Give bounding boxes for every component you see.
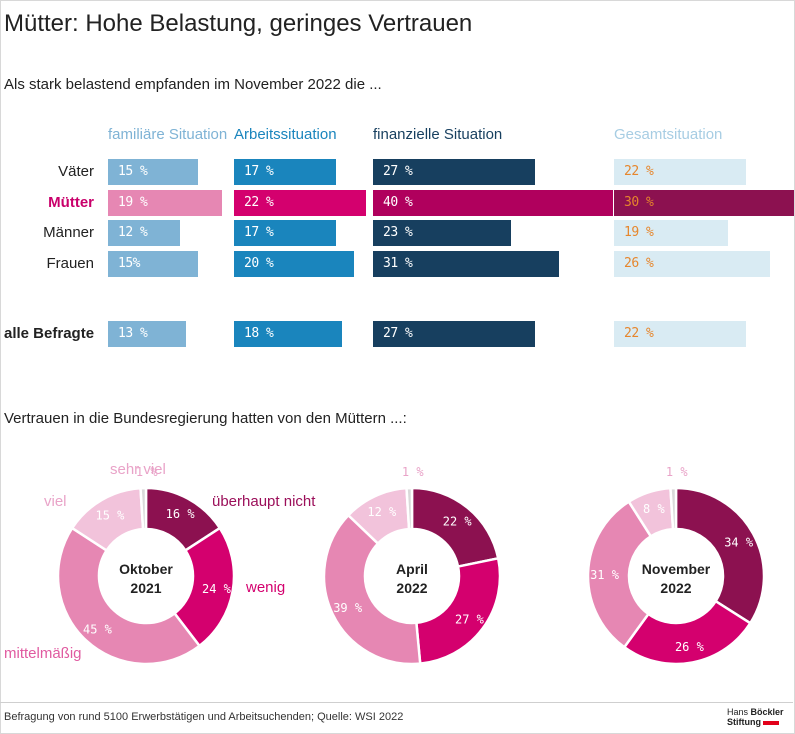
donut-1-slice-1 [415, 556, 502, 665]
bar-value-1-1: 22 % [244, 195, 274, 210]
row-label-1: Mütter [48, 194, 94, 211]
row-label-4: alle Befragte [4, 325, 95, 342]
chart-title: Mütter: Hohe Belastung, geringes Vertrau… [4, 10, 473, 37]
bar-value-1-0: 19 % [118, 195, 148, 210]
donut-category-label-1: wenig [245, 579, 285, 596]
bar-value-0-1: 17 % [244, 164, 274, 179]
bar-2-3: 19 % [614, 220, 728, 246]
donut-0-value-3: 15 % [95, 508, 125, 522]
donut-0-slice-2 [56, 526, 202, 666]
bar-value-0-3: 22 % [624, 164, 654, 179]
row-label-3: Frauen [46, 255, 94, 272]
donut-2-slice-4 [669, 486, 678, 531]
donut-category-label-3: viel [44, 493, 67, 510]
donut-0-value-2: 45 % [83, 622, 113, 636]
bar-3-0: 15% [108, 251, 198, 277]
row-label-0: Väter [58, 163, 94, 180]
bar-value-2-3: 19 % [624, 225, 654, 240]
logo-line1a: Hans [727, 707, 751, 717]
bar-value-2-1: 17 % [244, 225, 274, 240]
donut-0-value-4: 1 % [136, 465, 158, 479]
donut-2-center-line1: November [642, 561, 711, 577]
donut-0-value-0: 16 % [166, 507, 196, 521]
bar-0-0: 15 % [108, 159, 198, 185]
donut-charts: 16 % 24 % 45 % 15 % 1 % Oktober 2021 22 % 27 % 39… [4, 461, 766, 666]
logo-line1b: Böckler [750, 707, 784, 717]
bar-2-2: 23 % [373, 220, 511, 246]
donut-1-center-line1: April [396, 561, 428, 577]
bar-value-3-2: 31 % [383, 256, 413, 271]
bar-2-0: 12 % [108, 220, 180, 246]
bar-4-0: 13 % [108, 321, 186, 347]
bar-value-3-3: 26 % [624, 256, 654, 271]
bar-1-3: 30 % [614, 190, 794, 216]
bar-4-3: 22 % [614, 321, 746, 347]
donut-1-value-2: 39 % [333, 601, 363, 615]
donut-0-slice-4 [139, 486, 148, 531]
donut-2-value-2: 31 % [590, 568, 620, 582]
bar-value-3-0: 15% [118, 256, 140, 271]
donut-1-value-3: 12 % [367, 505, 397, 519]
logo-line2: Stiftung [727, 717, 761, 727]
bar-3-3: 26 % [614, 251, 770, 277]
bar-value-0-2: 27 % [383, 164, 413, 179]
donut-1-center-line2: 2022 [396, 580, 427, 596]
bar-value-1-3: 30 % [624, 195, 654, 210]
bar-value-2-2: 23 % [383, 225, 413, 240]
donut-0-center-line2: 2021 [130, 580, 161, 596]
bar-2-1: 17 % [234, 220, 336, 246]
bar-3-2: 31 % [373, 251, 559, 277]
donut-category-label-4: sehr viel [110, 461, 166, 478]
bar-value-4-3: 22 % [624, 326, 654, 341]
donut-2-value-3: 8 % [643, 502, 665, 516]
donut-section-subtitle: Vertrauen in die Bundesregierung hatten … [4, 410, 407, 427]
donut-category-label-2: mittelmäßig [4, 645, 82, 662]
donut-2-value-0: 34 % [724, 536, 754, 550]
donut-2-slice-0 [674, 486, 766, 625]
column-header-0: familiäre Situation [108, 126, 228, 143]
donut-1-value-1: 27 % [455, 613, 485, 627]
donut-0-center-line1: Oktober [119, 561, 173, 577]
bar-4-2: 27 % [373, 321, 535, 347]
bar-1-0: 19 % [108, 190, 222, 216]
row-label-2: Männer [43, 224, 94, 241]
bar-1-2: 40 % [373, 190, 613, 216]
donut-1-value-4: 1 % [402, 465, 424, 479]
bar-3-1: 20 % [234, 251, 354, 277]
column-header-1: Arbeitssituation [234, 126, 337, 143]
bar-value-4-1: 18 % [244, 326, 274, 341]
donut-1-slice-2 [322, 513, 422, 666]
bar-0-2: 27 % [373, 159, 535, 185]
donut-2-slice-1 [622, 599, 753, 666]
bar-value-4-2: 27 % [383, 326, 413, 341]
bar-0-1: 17 % [234, 159, 336, 185]
donut-2-value-4: 1 % [666, 465, 688, 479]
donut-2-center-line2: 2022 [660, 580, 691, 596]
donut-2-value-1: 26 % [675, 640, 705, 654]
source-note: Befragung von rund 5100 Erwerbstätigen u… [4, 711, 404, 723]
donut-2-slice-2 [586, 499, 653, 649]
logo-stripe [763, 720, 779, 725]
donut-0-value-1: 24 % [202, 582, 232, 596]
bar-1-1: 22 % [234, 190, 366, 216]
column-header-3: Gesamtsituation [614, 126, 723, 143]
bar-0-3: 22 % [614, 159, 746, 185]
bar-value-1-2: 40 % [383, 195, 413, 210]
hans-boeckler-logo: Hans Böckler Stiftung [727, 707, 784, 727]
donut-category-label-0: überhaupt nicht [212, 493, 316, 510]
footer-divider [0, 702, 793, 703]
bar-4-1: 18 % [234, 321, 342, 347]
bar-section-subtitle: Als stark belastend empfanden im Novembe… [4, 76, 382, 93]
donut-1-slice-4 [405, 486, 414, 531]
bar-value-2-0: 12 % [118, 225, 148, 240]
donut-1-value-0: 22 % [443, 515, 473, 529]
bar-value-3-1: 20 % [244, 256, 274, 271]
bar-value-0-0: 15 % [118, 164, 148, 179]
column-header-2: finanzielle Situation [373, 126, 503, 143]
bar-value-4-0: 13 % [118, 326, 148, 341]
